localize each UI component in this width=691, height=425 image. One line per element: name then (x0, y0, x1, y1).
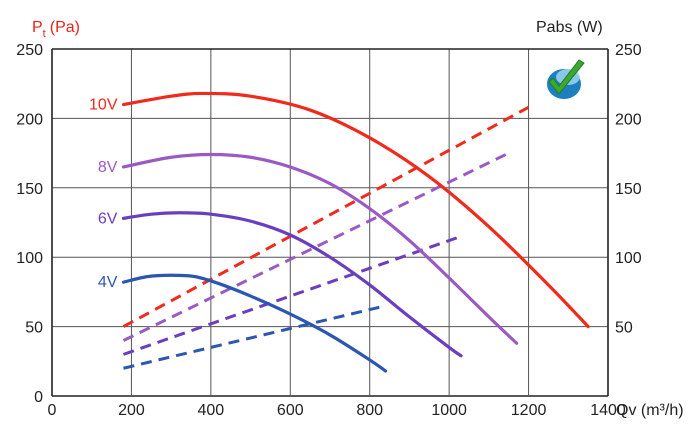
x-tick-1000: 1000 (431, 402, 467, 419)
left-axis-title-unit: (Pa) (50, 19, 80, 36)
x-tick-400: 400 (198, 402, 225, 419)
y-right-tick-100: 100 (615, 250, 642, 267)
y-left-tick-150: 150 (16, 181, 43, 198)
power-curve-2 (122, 234, 462, 356)
check-logo (547, 59, 585, 99)
y-right-tick-150: 150 (615, 181, 642, 198)
power-curve-3 (123, 304, 386, 370)
series-label-6V: 6V (98, 210, 118, 227)
x-tick-1200: 1200 (511, 402, 547, 419)
y-right-tick-50: 50 (615, 320, 633, 337)
y-left-tick-50: 50 (25, 320, 43, 337)
left-axis-title-sub: t (43, 28, 46, 40)
x-tick-0: 0 (48, 402, 57, 419)
x-tick-1400: 1400 (590, 402, 626, 419)
pressure-curve-6V (121, 211, 463, 358)
y-left-tick-100: 100 (16, 250, 43, 267)
series-label-4V: 4V (98, 274, 118, 291)
y-left-tick-0: 0 (34, 389, 43, 406)
x-tick-800: 800 (356, 402, 383, 419)
power-curves (122, 105, 530, 370)
pressure-curve-10V (121, 91, 590, 329)
pressure-curve-8V (121, 152, 519, 345)
pressure-curve-4V (121, 273, 388, 373)
right-axis-title: Pabs (W) (536, 19, 603, 36)
y-left-tick-250: 250 (16, 42, 43, 59)
power-curve-0 (122, 105, 530, 328)
axis-ticks: 0 50 100 150 200 250 50 100 150 200 250 0 200 400 600 8… (16, 42, 642, 419)
x-tick-600: 600 (277, 402, 304, 419)
series-label-10V: 10V (89, 97, 118, 114)
pressure-curves (121, 91, 590, 373)
left-axis-title-main: P (32, 19, 43, 36)
y-right-tick-200: 200 (615, 111, 642, 128)
x-tick-200: 200 (118, 402, 145, 419)
y-left-tick-200: 200 (16, 111, 43, 128)
logo-checkmark (548, 59, 585, 95)
x-axis-title: Qv (m³/h) (616, 402, 684, 419)
y-right-tick-250: 250 (615, 42, 642, 59)
left-axis-title: Pt (Pa) (32, 19, 80, 40)
series-label-8V: 8V (98, 159, 118, 176)
power-curve-1 (122, 151, 510, 342)
series-labels: 10V 8V 6V 4V (89, 97, 118, 292)
